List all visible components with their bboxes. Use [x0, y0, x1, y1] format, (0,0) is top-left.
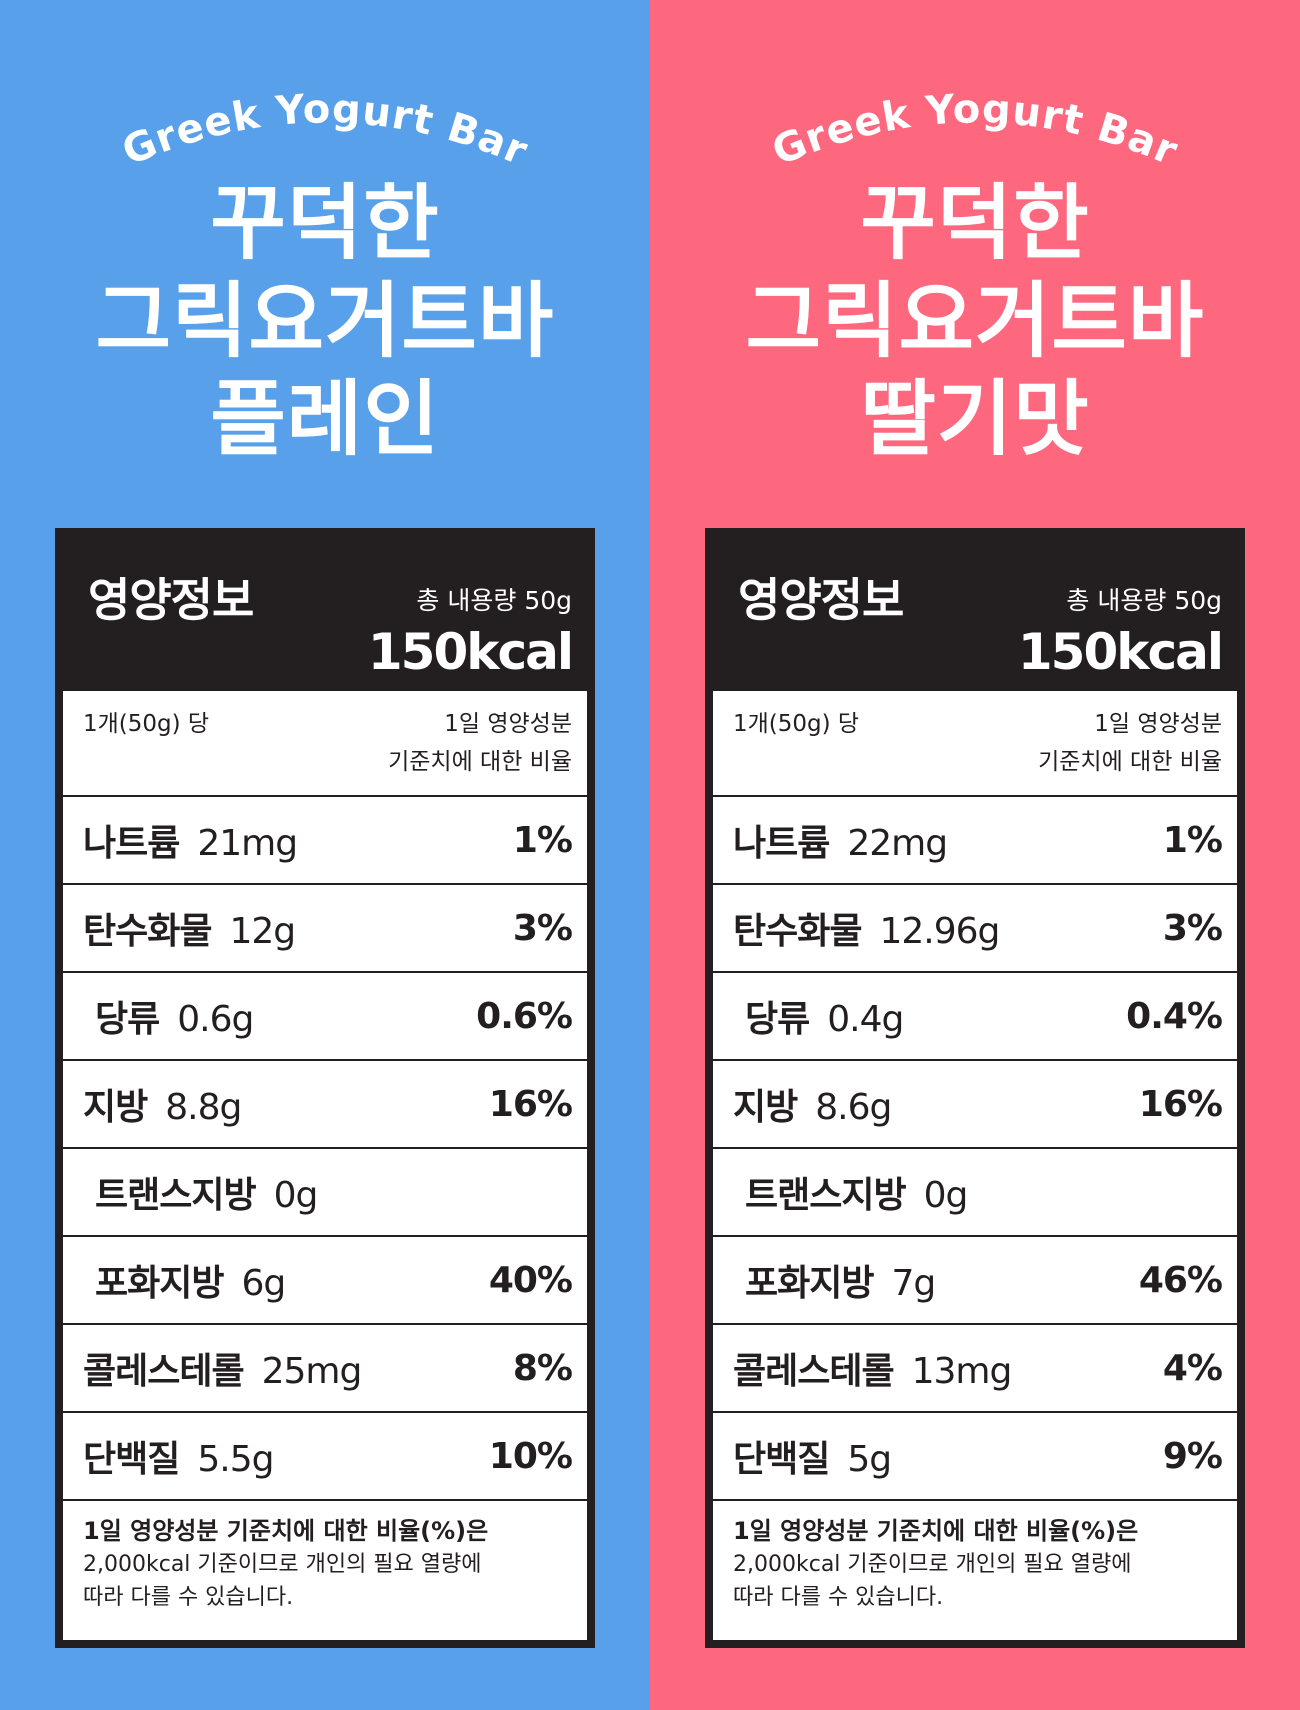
nutrient-row: 나트륨 22mg 1% [713, 797, 1237, 885]
nutrition-label-body: 1개(50g) 당 1일 영양성분 기준치에 대한 비율 나트륨 22mg 1% … [713, 691, 1237, 1640]
panel-plain: Greek Yogurt Bar 꾸덕한 그릭요거트바 플레인 영양정보 총 내… [0, 0, 650, 1710]
title-line-1: 꾸덕한 [210, 176, 440, 271]
title-line-3: 플레인 [210, 372, 440, 467]
nutrient-name: 콜레스테롤 [733, 1351, 895, 1392]
nutrient-amount: 12.96g [879, 911, 1000, 952]
brand-text: Greek Yogurt Bar [116, 86, 535, 170]
nutrient-name: 지방 [733, 1087, 798, 1128]
nutrient-name: 단백질 [733, 1439, 830, 1480]
nutrient-name: 트랜스지방 [95, 1175, 257, 1216]
title-line-2: 그릭요거트바 [745, 274, 1205, 369]
nutrient-amount: 12g [229, 911, 296, 952]
nutrient-row: 지방 8.6g 16% [713, 1061, 1237, 1149]
nutrient-percent: 0.4% [1126, 995, 1223, 1037]
nutrient-row: 콜레스테롤 13mg 4% [713, 1325, 1237, 1413]
per-serving: 1개(50g) 당 [733, 711, 860, 737]
nutrient-row: 트랜스지방 0g [713, 1149, 1237, 1237]
nutrient-row: 탄수화물 12g 3% [63, 885, 587, 973]
nutrient-name: 트랜스지방 [745, 1175, 907, 1216]
nutrient-row: 나트륨 21mg 1% [63, 797, 587, 885]
nutrient-percent: 40% [488, 1259, 573, 1301]
nutrient-row: 포화지방 6g 40% [63, 1237, 587, 1325]
nutrient-percent: 10% [488, 1435, 573, 1477]
nutrient-name: 탄수화물 [733, 911, 862, 952]
nutrition-label: 영양정보 총 내용량 50g 150kcal 1개(50g) 당 1일 영양성분… [55, 528, 595, 1648]
nutrient-name: 나트륨 [733, 823, 830, 864]
nutrient-name: 당류 [745, 999, 810, 1040]
nutrition-heading: 영양정보 [738, 573, 904, 627]
nutrient-percent: 16% [488, 1083, 573, 1125]
nutrient-name: 콜레스테롤 [83, 1351, 245, 1392]
title-line-2: 그릭요거트바 [95, 274, 555, 369]
nutrient-row: 탄수화물 12.96g 3% [713, 885, 1237, 973]
footnote: 1일 영양성분 기준치에 대한 비율(%)은 2,000kcal 기준이므로 개… [733, 1517, 1139, 1610]
nutrient-amount: 13mg [911, 1351, 1013, 1392]
nutrient-percent: 4% [1162, 1347, 1223, 1389]
total-content: 총 내용량 50g [1066, 586, 1222, 615]
product-title: 꾸덕한 그릭요거트바 플레인 [0, 175, 650, 469]
title-line-1: 꾸덕한 [860, 176, 1090, 271]
nutrient-name: 탄수화물 [83, 911, 212, 952]
brand-arc-logo: Greek Yogurt Bar [766, 86, 1185, 170]
footnote: 1일 영양성분 기준치에 대한 비율(%)은 2,000kcal 기준이므로 개… [83, 1517, 489, 1610]
nutrient-amount: 8.8g [165, 1087, 242, 1128]
per-serving: 1개(50g) 당 [83, 711, 210, 737]
nutrition-subheader: 1개(50g) 당 1일 영양성분 기준치에 대한 비율 [63, 691, 587, 797]
nutrient-name: 나트륨 [83, 823, 180, 864]
nutrition-subheader: 1개(50g) 당 1일 영양성분 기준치에 대한 비율 [713, 691, 1237, 797]
nutrient-amount: 0.4g [827, 999, 904, 1040]
product-title: 꾸덕한 그릭요거트바 딸기맛 [650, 175, 1300, 469]
nutrient-amount: 0g [923, 1175, 969, 1216]
nutrient-row: 트랜스지방 0g [63, 1149, 587, 1237]
nutrient-amount: 21mg [197, 823, 298, 864]
nutrient-name: 지방 [83, 1087, 148, 1128]
nutrient-amount: 5.5g [197, 1439, 274, 1480]
nutrient-row: 포화지방 7g 46% [713, 1237, 1237, 1325]
nutrient-percent: 1% [512, 819, 573, 861]
nutrient-amount: 7g [891, 1263, 936, 1304]
nutrient-row: 당류 0.6g 0.6% [63, 973, 587, 1061]
nutrient-percent: 1% [1162, 819, 1223, 861]
nutrient-percent: 9% [1162, 1435, 1223, 1477]
nutrient-row: 당류 0.4g 0.4% [713, 973, 1237, 1061]
title-line-3: 딸기맛 [860, 372, 1090, 467]
nutrient-percent: 8% [512, 1347, 573, 1389]
nutrient-amount: 6g [241, 1263, 286, 1304]
total-content: 총 내용량 50g [416, 586, 572, 615]
nutrient-amount: 22mg [847, 823, 948, 864]
nutrient-amount: 25mg [261, 1351, 363, 1392]
calories: 150kcal [1017, 623, 1224, 681]
nutrition-heading: 영양정보 [88, 573, 254, 627]
nutrient-percent: 3% [1162, 907, 1223, 949]
nutrient-percent: 0.6% [476, 995, 573, 1037]
nutrition-label-header: 영양정보 총 내용량 50g 150kcal [713, 536, 1237, 691]
nutrient-amount: 5g [847, 1439, 892, 1480]
nutrient-amount: 0g [273, 1175, 319, 1216]
nutrient-row: 지방 8.8g 16% [63, 1061, 587, 1149]
brand-text: Greek Yogurt Bar [766, 86, 1185, 170]
nutrient-row: 단백질 5.5g 10% [63, 1413, 587, 1501]
daily-ratio-header: 1일 영양성분 기준치에 대한 비율 [388, 711, 572, 775]
nutrient-percent: 16% [1138, 1083, 1223, 1125]
nutrition-label-header: 영양정보 총 내용량 50g 150kcal [63, 536, 587, 691]
nutrient-name: 포화지방 [745, 1263, 874, 1304]
nutrition-label: 영양정보 총 내용량 50g 150kcal 1개(50g) 당 1일 영양성분… [705, 528, 1245, 1648]
daily-ratio-header: 1일 영양성분 기준치에 대한 비율 [1038, 711, 1222, 775]
nutrient-amount: 8.6g [815, 1087, 892, 1128]
nutrition-label-body: 1개(50g) 당 1일 영양성분 기준치에 대한 비율 나트륨 21mg 1% … [63, 691, 587, 1640]
nutrient-percent: 3% [512, 907, 573, 949]
brand-arc-logo: Greek Yogurt Bar [116, 86, 535, 170]
nutrient-name: 단백질 [83, 1439, 180, 1480]
nutrient-name: 포화지방 [95, 1263, 224, 1304]
nutrient-name: 당류 [95, 999, 160, 1040]
nutrient-percent: 46% [1138, 1259, 1223, 1301]
nutrient-amount: 0.6g [177, 999, 254, 1040]
calories: 150kcal [367, 623, 574, 681]
nutrient-row: 콜레스테롤 25mg 8% [63, 1325, 587, 1413]
panel-strawberry: Greek Yogurt Bar 꾸덕한 그릭요거트바 딸기맛 영양정보 총 내… [650, 0, 1300, 1710]
nutrient-row: 단백질 5g 9% [713, 1413, 1237, 1501]
